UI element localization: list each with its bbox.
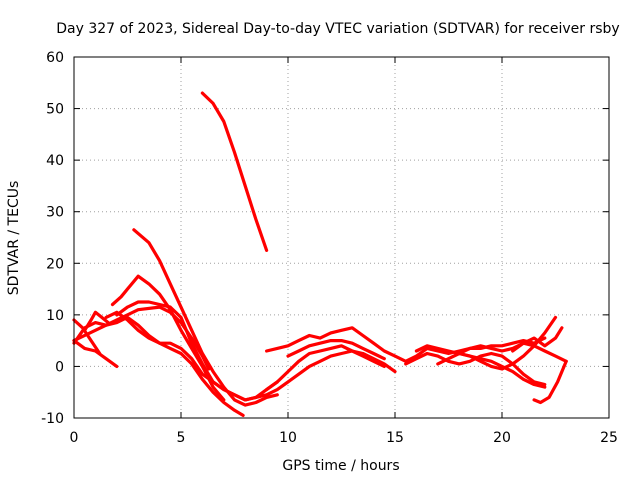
x-tick-label: 25 [600,430,618,446]
series-track-18 [457,341,568,363]
series-track-11 [265,326,547,363]
x-tick-label: 5 [177,430,186,446]
grid-lines [74,57,609,418]
y-tick-label: 60 [46,50,64,66]
series-track-12 [265,344,386,392]
series-track-1 [72,339,119,368]
series-track-10 [200,91,269,252]
y-tick-label: 10 [46,308,64,324]
series-track-14 [286,339,386,361]
series-track-8 [104,310,245,417]
series-track-19 [532,359,568,405]
series-track-17 [436,315,558,371]
plot-frame [73,56,610,419]
chart-title: Day 327 of 2023, Sidereal Day-to-day VTE… [56,21,619,37]
x-tick-label: 10 [279,430,297,446]
x-axis-label: GPS time / hours [282,458,399,474]
series-group [72,91,568,417]
series-track-13 [254,349,397,399]
series-track-7 [132,228,279,407]
series-track-6 [110,274,226,402]
x-tick-label: 20 [493,430,511,446]
x-tick-label: 15 [386,430,404,446]
series-track-20 [511,326,564,353]
y-tick-label: 20 [46,256,64,272]
y-axis-label: SDTVAR / TECUs [6,181,22,296]
y-tick-label: 0 [55,359,64,375]
series-track-3 [83,310,110,332]
y-tick-label: 30 [46,205,64,221]
y-tick-label: -10 [41,411,64,427]
y-tick-labels: -10 0 10 20 30 40 50 60 [41,50,64,427]
x-tick-label: 0 [70,430,79,446]
tick-marks [73,56,610,419]
y-tick-label: 40 [46,153,64,169]
series-track-16 [414,344,547,389]
series-track-9 [72,305,211,371]
x-tick-labels: 0 5 10 15 20 25 [70,430,618,446]
y-tick-label: 50 [46,102,64,118]
